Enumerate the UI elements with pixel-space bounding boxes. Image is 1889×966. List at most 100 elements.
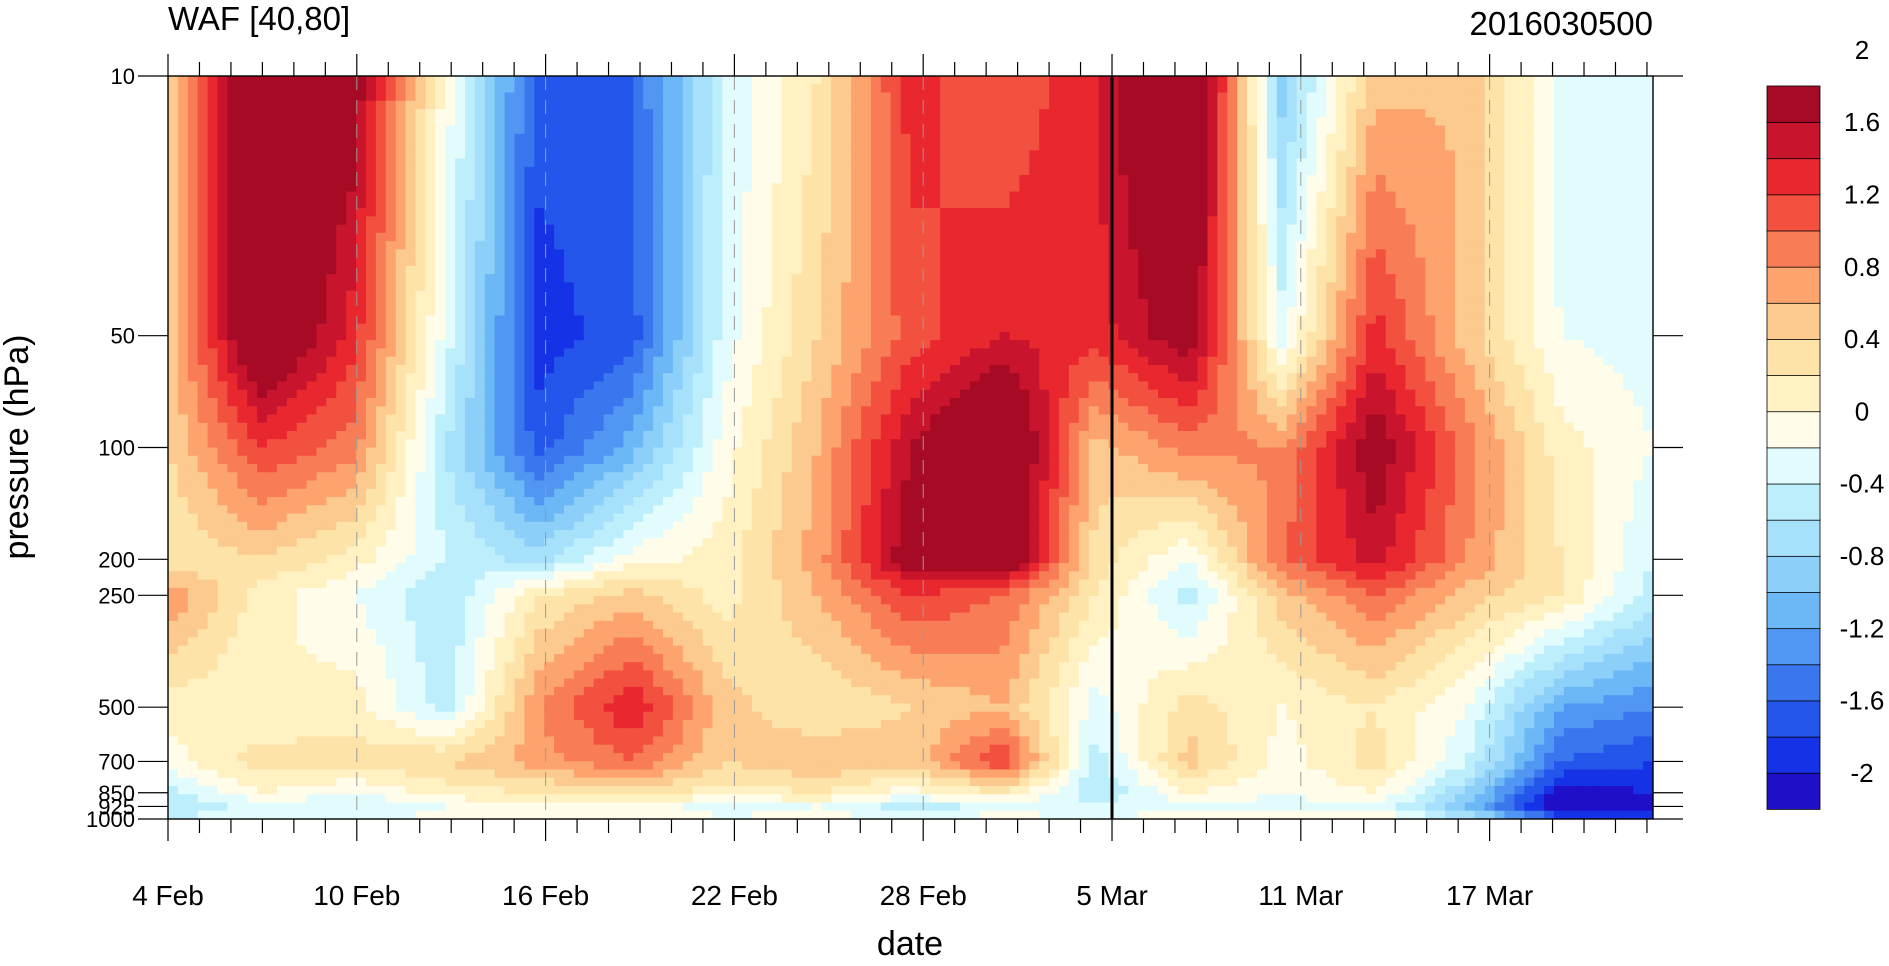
field-cell	[940, 340, 951, 350]
field-cell	[177, 282, 189, 292]
field-cell	[366, 158, 377, 168]
field-cell	[583, 92, 595, 102]
field-cell	[1385, 241, 1397, 250]
field-cell	[356, 249, 367, 259]
field-cell	[1098, 125, 1110, 135]
field-cell	[1375, 249, 1387, 259]
field-cell	[613, 315, 624, 325]
field-cell	[1266, 232, 1278, 242]
field-cell	[1019, 331, 1030, 341]
field-cell	[771, 265, 783, 275]
field-cell	[1108, 257, 1119, 267]
field-cell	[682, 298, 694, 308]
field-cell	[1286, 76, 1298, 85]
field-cell	[682, 340, 694, 350]
field-cell	[1356, 224, 1367, 234]
field-cell	[326, 208, 337, 217]
field-cell	[851, 142, 862, 151]
field-cell	[385, 216, 397, 226]
field-cell	[1415, 340, 1426, 350]
field-cell	[1534, 232, 1545, 242]
field-cell	[1257, 241, 1268, 250]
field-cell	[851, 183, 862, 193]
field-cell	[177, 175, 189, 184]
field-cell	[1247, 76, 1258, 85]
field-cell	[1266, 331, 1278, 341]
field-cell	[177, 109, 189, 118]
field-cell	[1425, 100, 1436, 110]
field-cell	[1494, 265, 1506, 275]
field-cell	[1326, 166, 1337, 176]
field-cell	[1068, 92, 1080, 102]
field-cell	[920, 199, 931, 209]
field-cell	[1207, 340, 1218, 350]
field-cell	[1009, 76, 1020, 85]
field-cell	[1455, 340, 1466, 350]
field-cell	[623, 274, 634, 283]
field-cell	[1336, 208, 1347, 217]
field-cell	[1078, 265, 1090, 275]
field-cell	[910, 265, 921, 275]
field-cell	[375, 315, 387, 325]
field-cell	[375, 142, 387, 151]
field-cell	[1296, 274, 1308, 283]
field-cell	[870, 133, 882, 143]
field-cell	[564, 274, 575, 283]
field-cell	[207, 199, 219, 209]
field-cell	[1138, 340, 1149, 350]
field-cell	[969, 216, 981, 226]
field-cell	[979, 241, 991, 250]
field-cell	[1455, 290, 1466, 300]
field-cell	[316, 274, 327, 283]
field-cell	[326, 158, 337, 168]
field-cell	[267, 241, 278, 250]
field-cell	[1276, 331, 1288, 341]
field-cell	[494, 249, 506, 259]
field-cell	[425, 150, 436, 160]
field-cell	[1593, 100, 1605, 110]
field-cell	[900, 76, 912, 85]
field-cell	[712, 249, 723, 259]
field-cell	[1356, 191, 1367, 201]
field-cell	[1019, 92, 1030, 102]
field-cell	[1217, 191, 1228, 201]
field-cell	[791, 117, 803, 127]
field-cell	[1286, 331, 1298, 341]
field-cell	[1504, 331, 1515, 341]
field-cell	[742, 323, 753, 333]
field-cell	[1514, 224, 1525, 234]
field-cell	[1385, 158, 1397, 168]
field-cell	[1217, 241, 1228, 250]
field-cell	[474, 340, 486, 350]
field-cell	[1049, 100, 1060, 110]
field-cell	[1633, 232, 1644, 242]
field-cell	[296, 175, 308, 184]
field-cell	[989, 298, 1001, 308]
field-cell	[633, 125, 644, 135]
field-cell	[1187, 150, 1199, 160]
field-cell	[712, 76, 723, 85]
field-cell	[603, 274, 615, 283]
field-cell	[960, 232, 971, 242]
field-cell	[1484, 183, 1496, 193]
field-cell	[544, 133, 555, 143]
field-cell	[1385, 191, 1397, 201]
field-cell	[425, 274, 436, 283]
field-cell	[1316, 274, 1327, 283]
field-cell	[722, 340, 733, 350]
field-cell	[1474, 100, 1486, 110]
field-cell	[1138, 298, 1149, 308]
field-cell	[791, 191, 803, 201]
field-cell	[1623, 150, 1634, 160]
field-cell	[1544, 274, 1555, 283]
field-cell	[1247, 274, 1258, 283]
field-cell	[1306, 265, 1317, 275]
field-cell	[771, 76, 783, 85]
field-cell	[1534, 150, 1545, 160]
field-cell	[247, 315, 258, 325]
field-cell	[366, 100, 377, 110]
field-cell	[415, 274, 426, 283]
field-cell	[1128, 208, 1139, 217]
field-cell	[861, 142, 872, 151]
field-cell	[702, 290, 714, 300]
